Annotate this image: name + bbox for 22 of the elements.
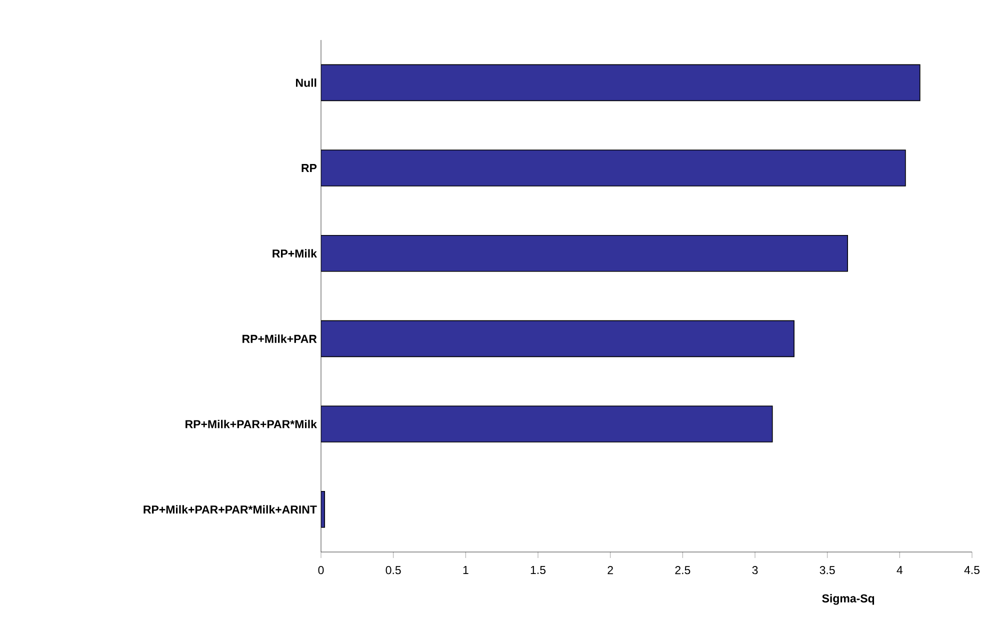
x-tick-label: 4.5 [964,566,980,574]
bar [321,406,773,442]
x-tick-label: 3 [752,566,758,574]
x-tick-label: 0 [318,566,324,574]
bar [321,64,920,102]
x-tick-label: 0.5 [386,566,401,574]
y-tick-label: RP+Milk+PAR+PAR*Milk [186,420,317,428]
y-tick-label: RP+Milk [272,249,317,258]
bar [321,150,906,186]
x-tick-label: 3.5 [820,566,835,574]
x-tick-label: 1 [463,566,468,574]
x-axis-title: Sigma-Sq [822,594,874,605]
x-tick-label: 2 [608,566,613,574]
x-tick-label: 1.5 [530,566,546,574]
y-tick-label: RP+Milk+PAR+PAR*Milk+ARINT [144,505,317,514]
x-tick-label: 4 [896,566,903,574]
x-tick-label: 2.5 [675,566,690,574]
y-tick-label: RP+Milk+PAR [242,334,317,343]
y-tick-label: RP [302,164,317,172]
bar [321,234,848,272]
bar [321,320,794,358]
y-tick-label: Null [296,78,316,87]
